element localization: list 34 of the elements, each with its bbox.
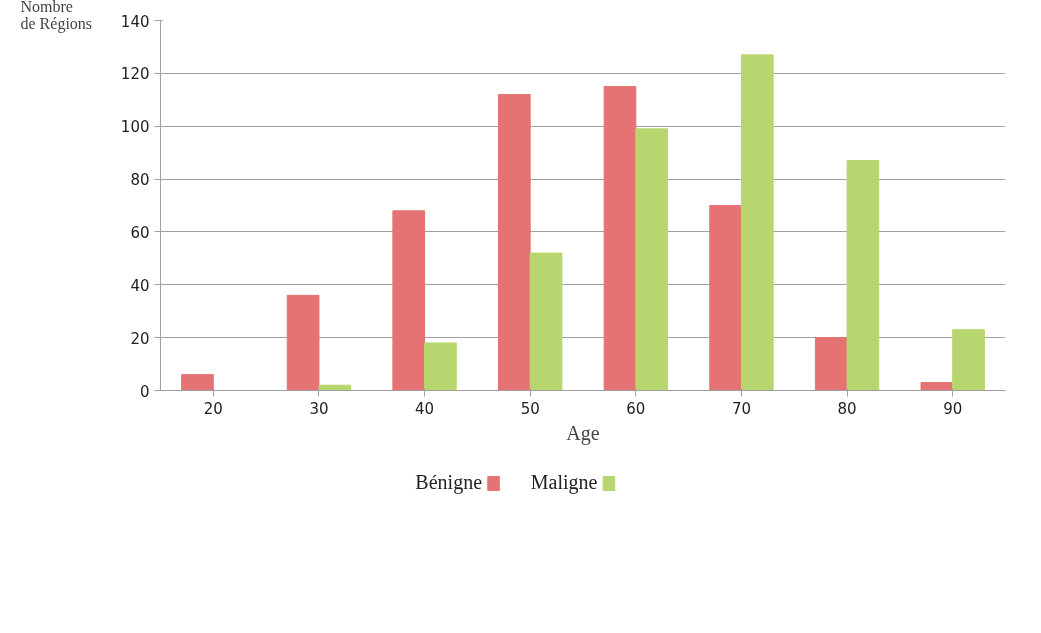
x-tick-label: 20 — [203, 399, 223, 418]
y-tick-label: 80 — [130, 171, 150, 190]
bar — [498, 94, 531, 391]
y-tick-label: 60 — [130, 223, 150, 242]
bar — [740, 54, 774, 391]
y-tick-label: 140 — [120, 12, 150, 31]
bar — [846, 160, 880, 391]
bar — [424, 342, 457, 391]
x-tick-label: 40 — [415, 399, 435, 418]
bar — [952, 329, 985, 391]
x-tick-label: 50 — [520, 399, 540, 418]
y-tick-label: 0 — [139, 382, 150, 401]
bar — [529, 252, 563, 391]
bar — [286, 294, 320, 391]
y-tick-label: 120 — [120, 65, 150, 84]
x-tick-label: 60 — [626, 399, 646, 418]
x-tick-label: 80 — [837, 399, 857, 418]
y-tick-label: 100 — [120, 118, 150, 137]
x-tick-label: 70 — [731, 399, 751, 418]
bar — [709, 205, 742, 391]
x-tick-label: 30 — [309, 399, 329, 418]
bar — [603, 86, 637, 391]
x-axis-title: Age — [566, 421, 600, 445]
x-tick-label: 90 — [943, 399, 963, 418]
legend-label: Maligne — [530, 470, 598, 494]
bar — [920, 382, 954, 391]
bar — [635, 128, 668, 391]
bar — [814, 337, 848, 391]
y-tick-label: 40 — [130, 276, 150, 295]
legend-label: Bénigne — [415, 470, 483, 494]
bar — [181, 374, 214, 391]
bar — [392, 210, 426, 391]
y-axis-title: Nombre de Régions — [20, 0, 93, 33]
y-tick-label: 20 — [130, 329, 150, 348]
